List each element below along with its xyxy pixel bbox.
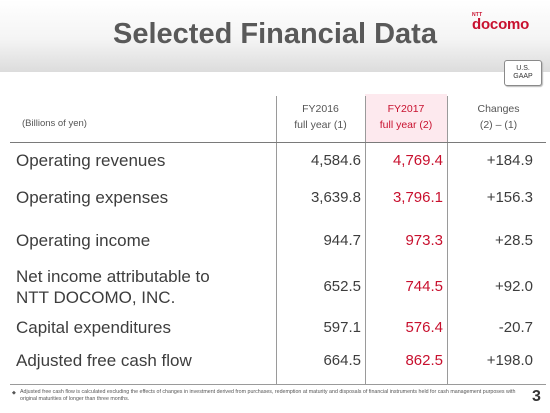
footnote-text: Adjusted free cash flow is calculated ex… [20, 389, 516, 402]
fy2017-header-highlight [365, 94, 447, 142]
cell-fy2016: 652.5 [323, 278, 361, 295]
cell-change: -20.7 [498, 319, 533, 336]
docomo-logo: NTT docomo [472, 12, 534, 34]
gaap-badge-line1: U.S. [516, 65, 530, 72]
page-number: 3 [532, 388, 541, 405]
row-label-operating-expenses: Operating expenses [16, 188, 169, 207]
header-divider [10, 142, 546, 143]
title-band [0, 0, 550, 72]
logo-docomo-text: docomo [472, 16, 530, 33]
header-fy2017: FY2017 full year (2) [365, 101, 447, 133]
cell-fy2017: 973.3 [405, 232, 443, 249]
header-fy2016-line2: full year (1) [294, 119, 347, 131]
cell-fy2017: 576.4 [405, 319, 443, 336]
logo-ntt-text: NTT [472, 12, 483, 18]
cell-fy2016: 944.7 [323, 232, 361, 249]
cell-fy2017: 862.5 [405, 352, 443, 369]
column-divider [365, 96, 366, 384]
cell-fy2017: 4,769.4 [392, 152, 443, 169]
row-label-operating-income: Operating income [16, 231, 151, 250]
footnote-bullet-icon: ◆ [12, 390, 16, 396]
row-label-net-income-line1: Net income attributable to [16, 267, 210, 286]
cell-fy2017: 3,796.1 [392, 189, 443, 206]
cell-change: +184.9 [486, 152, 533, 169]
column-divider [447, 96, 448, 384]
row-label-net-income-line2: NTT DOCOMO, INC. [16, 288, 176, 307]
cell-change: +198.0 [486, 352, 533, 369]
cell-change: +28.5 [495, 232, 533, 249]
header-fy2016-line1: FY2016 [302, 103, 339, 115]
header-changes-line2: (2) – (1) [479, 119, 518, 131]
header-fy2017-line2: full year (2) [379, 119, 433, 131]
header-changes: Changes (2) – (1) [447, 101, 550, 133]
cell-fy2017: 744.5 [405, 278, 443, 295]
header-fy2016: FY2016 full year (1) [276, 101, 365, 133]
header-changes-line1: Changes [477, 103, 520, 115]
cell-fy2016: 4,584.6 [310, 152, 361, 169]
cell-fy2016: 664.5 [323, 352, 361, 369]
table-bottom-rule [10, 384, 546, 385]
column-divider [276, 96, 277, 384]
page-title: Selected Financial Data [113, 18, 437, 50]
header-fy2017-line1: FY2017 [387, 103, 425, 115]
cell-change: +92.0 [495, 278, 533, 295]
row-label-operating-revenues: Operating revenues [16, 151, 166, 170]
cell-fy2016: 3,639.8 [310, 189, 361, 206]
us-gaap-badge: U.S. GAAP [504, 60, 542, 86]
cell-fy2016: 597.1 [323, 319, 361, 336]
row-label-adjusted-free-cash-flow: Adjusted free cash flow [16, 351, 192, 370]
cell-change: +156.3 [486, 189, 533, 206]
gaap-badge-line2: GAAP [513, 73, 533, 80]
row-label-capital-expenditures: Capital expenditures [16, 318, 171, 337]
unit-label: (Billions of yen) [22, 118, 87, 129]
row-label-net-income: Net income attributable to NTT DOCOMO, I… [16, 266, 210, 308]
